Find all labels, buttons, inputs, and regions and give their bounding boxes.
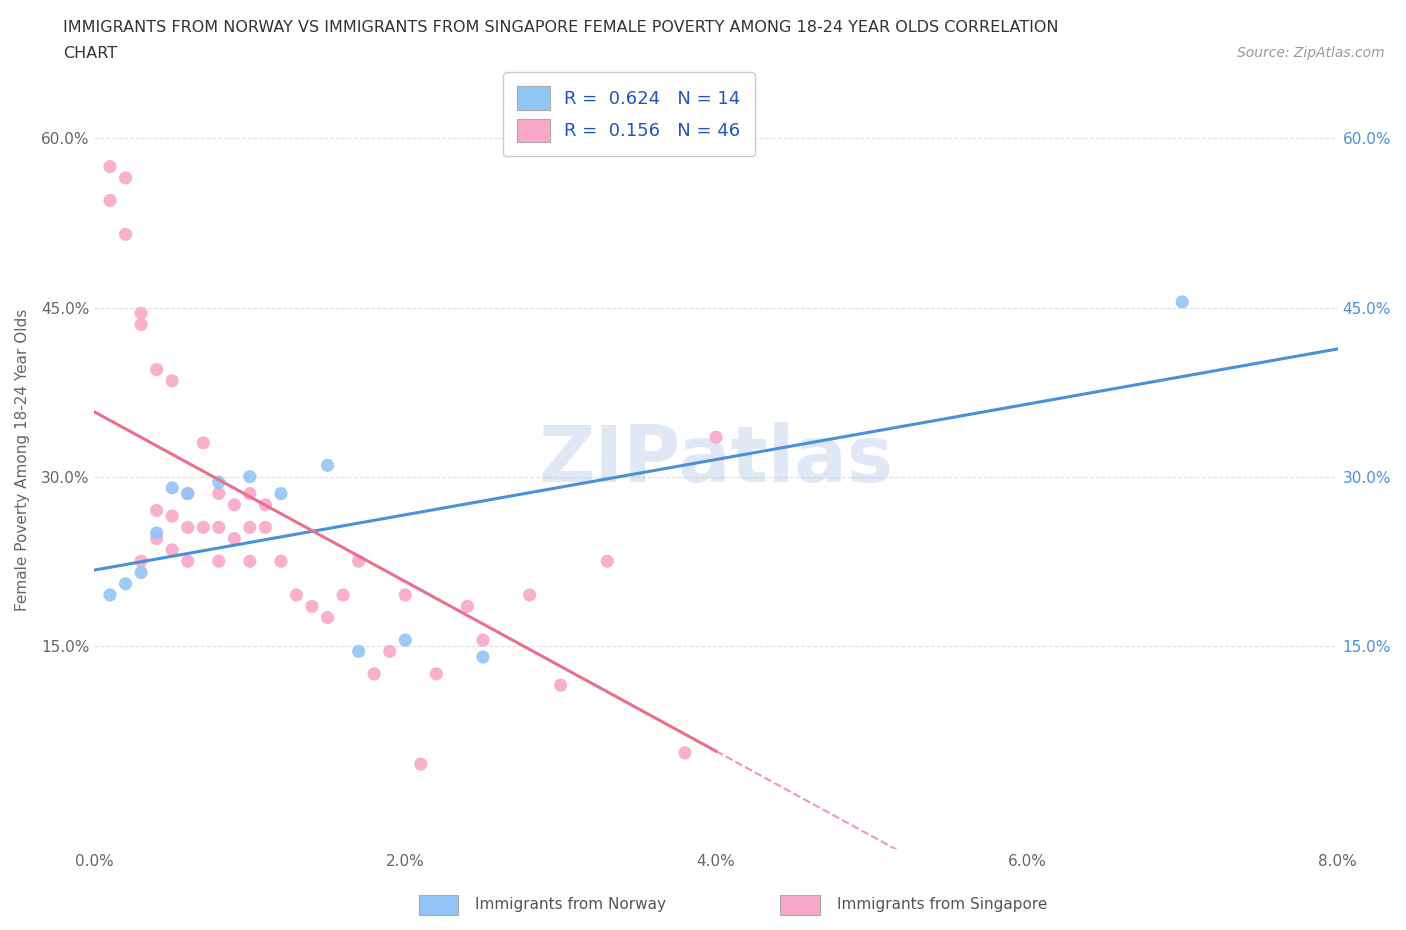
Text: CHART: CHART — [63, 46, 117, 60]
Point — [519, 588, 541, 603]
Point — [114, 577, 136, 591]
Point — [208, 486, 231, 501]
Point — [177, 553, 200, 568]
Point — [239, 470, 262, 485]
Point — [472, 632, 495, 647]
Point — [456, 599, 478, 614]
Point — [114, 227, 136, 242]
Point — [114, 170, 136, 185]
Point — [129, 565, 152, 580]
Point — [193, 520, 215, 535]
Point — [129, 306, 152, 321]
Y-axis label: Female Poverty Among 18-24 Year Olds: Female Poverty Among 18-24 Year Olds — [15, 309, 30, 611]
Point — [285, 588, 308, 603]
Point — [347, 553, 370, 568]
Point — [98, 159, 121, 174]
Point — [208, 475, 231, 490]
Text: IMMIGRANTS FROM NORWAY VS IMMIGRANTS FROM SINGAPORE FEMALE POVERTY AMONG 18-24 Y: IMMIGRANTS FROM NORWAY VS IMMIGRANTS FRO… — [63, 20, 1059, 35]
Point — [239, 520, 262, 535]
Point — [129, 317, 152, 332]
Point — [224, 498, 246, 512]
Point — [254, 520, 277, 535]
Point — [316, 610, 339, 625]
Point — [193, 435, 215, 450]
Point — [145, 503, 167, 518]
Point — [673, 745, 696, 760]
Point — [270, 553, 292, 568]
Point — [145, 531, 167, 546]
Point — [224, 531, 246, 546]
Point — [177, 486, 200, 501]
Point — [472, 649, 495, 664]
Text: Immigrants from Norway: Immigrants from Norway — [475, 897, 666, 912]
Point — [270, 486, 292, 501]
Text: Source: ZipAtlas.com: Source: ZipAtlas.com — [1237, 46, 1385, 60]
Text: ZIPatlas: ZIPatlas — [538, 421, 894, 498]
Point — [425, 667, 447, 682]
Point — [550, 678, 572, 693]
Point — [254, 498, 277, 512]
Point — [347, 644, 370, 658]
Point — [596, 553, 619, 568]
Point — [98, 193, 121, 208]
Point — [1171, 295, 1194, 310]
Legend: R =  0.624   N = 14, R =  0.156   N = 46: R = 0.624 N = 14, R = 0.156 N = 46 — [503, 72, 755, 156]
Point — [160, 481, 183, 496]
Point — [177, 486, 200, 501]
Point — [160, 373, 183, 388]
Point — [394, 588, 416, 603]
Text: Immigrants from Singapore: Immigrants from Singapore — [837, 897, 1047, 912]
Point — [145, 362, 167, 377]
Point — [378, 644, 401, 658]
Point — [208, 520, 231, 535]
Point — [160, 509, 183, 524]
Point — [301, 599, 323, 614]
Point — [160, 542, 183, 557]
Point — [409, 757, 432, 772]
Point — [239, 553, 262, 568]
Point — [177, 520, 200, 535]
Point — [129, 553, 152, 568]
Point — [208, 553, 231, 568]
Point — [145, 525, 167, 540]
Point — [394, 632, 416, 647]
Point — [332, 588, 354, 603]
Point — [316, 458, 339, 472]
Point — [363, 667, 385, 682]
Point — [704, 430, 727, 445]
Point — [239, 486, 262, 501]
Point — [98, 588, 121, 603]
